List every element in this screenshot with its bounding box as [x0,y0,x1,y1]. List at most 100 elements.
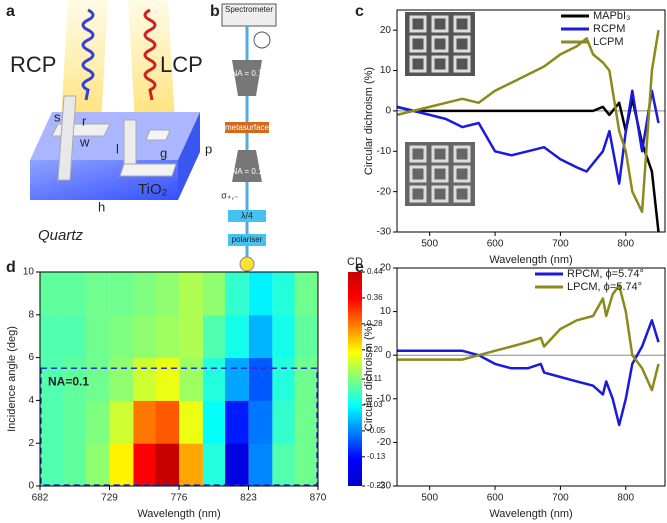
heat-cell [225,357,249,401]
dimension-label: r [82,113,87,128]
x-tick-label: 800 [617,493,634,504]
panel-label: e [355,259,364,276]
heat-cell [133,400,158,444]
sem-feature [453,145,471,163]
heat-cell [179,272,203,316]
plot-frame [396,267,666,487]
waveplate [228,210,266,222]
plot-frame [39,271,319,487]
heat-cell [133,272,158,316]
sample-label: metasurface [225,123,270,132]
sem-feature [409,35,427,53]
heat-cell [248,400,273,444]
heat-cell [109,314,134,359]
panel-a-diagram: RCP LCP s r w l g p h TiO₂ Quartz [10,0,212,244]
plot-frame [396,9,666,233]
polarization-label: σ₊,₋ [221,190,239,200]
colorbar-tick-label: 0.36 [367,293,383,302]
polarizer [228,234,266,246]
heat-cell [202,400,227,444]
heat-cell [63,272,88,316]
waveplate-label: λ/4 [241,210,253,220]
colorbar-tick-label: -0.13 [367,452,386,461]
y-tick-label: 20 [380,263,392,274]
x-axis-label: Wavelength (nm) [489,254,572,266]
sem-feature [453,15,471,33]
objective-label: NA = 0.7 [232,69,263,78]
heat-cell [133,357,158,401]
panel-label: d [6,259,16,276]
heat-cell [86,357,110,401]
lamp [239,256,255,272]
heat-cell [40,400,64,444]
heat-cell [272,400,297,444]
heat-cell [248,357,273,401]
series-line [396,89,660,185]
x-tick-label: 776 [171,493,188,504]
x-tick-label: 823 [240,493,257,504]
x-tick-label: 500 [421,493,438,504]
y-tick-label: -10 [377,393,392,404]
panel-label: b [210,3,220,20]
legend-label: RCPM [593,23,625,35]
sem-feature [409,15,427,33]
dimension-label: p [205,141,212,156]
colorbar-tick-label: 0.20 [367,345,383,354]
heat-cell [225,443,249,487]
sample [225,122,269,133]
sem-feature [409,185,427,203]
y-tick-label: 0 [385,350,391,361]
y-tick-label: 20 [380,25,392,36]
y-tick-label: 10 [380,306,392,317]
sem-feature [431,55,449,73]
heat-cell [225,314,249,359]
objective [232,150,262,182]
substrate-label: Quartz [38,227,84,244]
heat-cell [179,314,203,359]
y-tick-label: 2 [28,438,34,449]
heat-cell [179,400,203,444]
quartz-side [178,112,200,200]
objective-label: NA = 0.1 [232,167,263,176]
beam-label: RCP [10,52,56,77]
colorbar-tick-label: 0.11 [367,374,383,383]
panel-b-diagram: Spectrometer NA = 0.7 metasurface NA = 0… [221,3,277,280]
heat-cell [155,314,180,359]
y-tick-label: -30 [377,481,392,492]
y-tick-label: -20 [377,186,392,197]
y-tick-label: 10 [380,65,392,76]
heat-cell [133,443,158,487]
y-axis-label: Incidence angle (deg) [6,326,18,432]
y-tick-label: 0 [28,481,34,492]
series-line [397,284,660,392]
annotation-box [40,367,318,486]
heat-cell [248,272,273,316]
y-tick-label: 4 [28,395,34,406]
y-tick-label: 10 [23,267,35,278]
heat-cell [248,443,273,487]
sem-feature [409,55,427,73]
detector-label: Spectrometer [225,5,273,14]
heat-cell [294,400,319,444]
colorbar-tick-label: -0.05 [367,426,386,435]
material-label: TiO₂ [138,181,168,198]
block [57,95,77,181]
x-tick-label: 700 [552,493,569,504]
fiber [253,31,271,49]
heat-cell [63,400,88,444]
y-tick-label: -10 [377,146,392,157]
colorbar-tick-label: 0.44 [367,267,383,276]
legend-label: LPCM, ϕ=5.74° [567,281,642,293]
heat-cell [294,272,319,316]
heat-cell [202,314,227,359]
heat-cell [40,443,64,487]
sem-feature [453,55,471,73]
x-tick-label: 700 [552,239,569,250]
helix [81,8,95,101]
heat-cell [202,443,227,487]
heat-cell [63,314,88,359]
series-line [397,319,660,427]
heat-cell [179,443,203,487]
heat-cell [86,443,110,487]
